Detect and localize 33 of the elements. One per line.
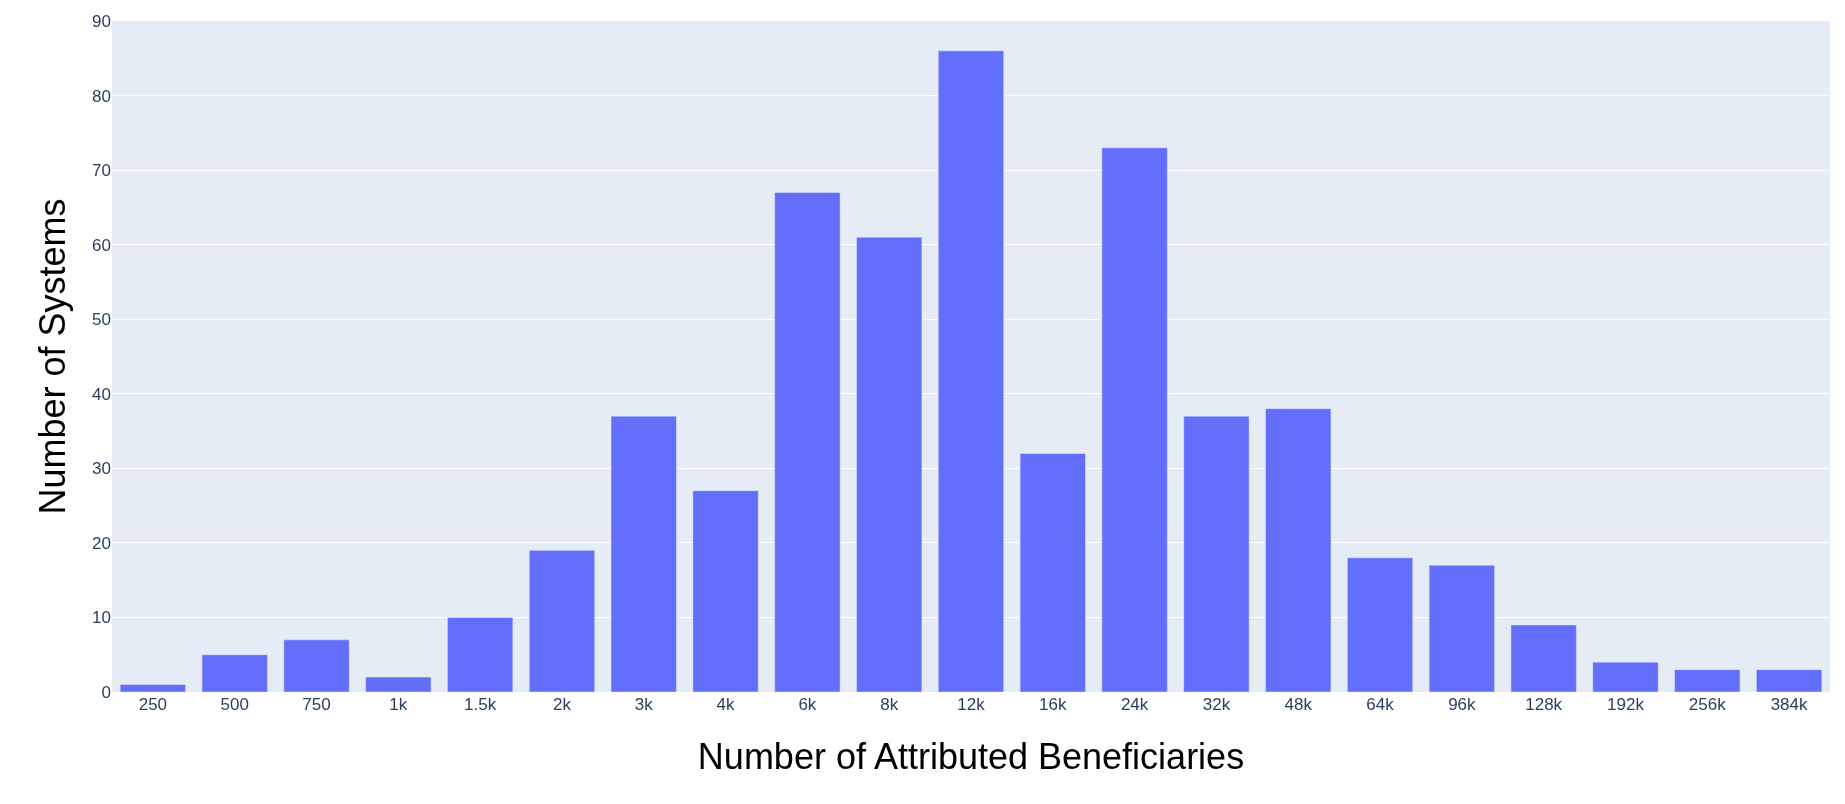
- x-tick-label: 1k: [389, 695, 408, 714]
- x-tick-label: 8k: [880, 695, 899, 714]
- x-tick-label: 750: [302, 695, 331, 714]
- x-tick-label: 250: [138, 695, 168, 714]
- x-tick-label: 2k: [552, 695, 572, 714]
- x-tick-label: 12k: [957, 695, 986, 714]
- y-tick-label: 90: [92, 11, 111, 31]
- x-tick-label: 24k: [1120, 695, 1149, 714]
- x-tick-label: 192k: [1607, 695, 1645, 714]
- y-tick-label: 70: [92, 161, 111, 181]
- x-tick-label: 128k: [1525, 695, 1563, 714]
- x-tick-label: 64k: [1366, 695, 1395, 714]
- y-tick-label: 50: [92, 310, 111, 330]
- y-tick-label: 40: [92, 384, 111, 404]
- x-tick-label: 1.5k: [464, 695, 497, 714]
- y-tick-label: 10: [92, 608, 111, 628]
- x-axis-title: Number of Attributed Beneficiaries: [697, 735, 1245, 777]
- x-tick-label: 500: [220, 695, 249, 714]
- y-tick-label: 30: [92, 459, 111, 479]
- x-tick-label: 16k: [1039, 695, 1068, 714]
- x-tick-label: 384k: [1770, 695, 1809, 714]
- y-axis-title: Number of Systems: [31, 198, 73, 515]
- y-tick-label: 0: [101, 682, 111, 702]
- x-tick-label: 256k: [1688, 695, 1727, 714]
- y-tick-label: 20: [92, 533, 111, 553]
- y-tick-label: 60: [92, 235, 111, 255]
- x-tick-label: 48k: [1284, 695, 1313, 714]
- y-tick-label: 80: [92, 86, 111, 106]
- x-tick-label: 4k: [716, 695, 736, 714]
- x-tick-label: 3k: [634, 695, 654, 714]
- x-tick-label: 96k: [1448, 695, 1477, 714]
- x-tick-label: 6k: [798, 695, 817, 714]
- x-tick-label: 32k: [1202, 695, 1231, 714]
